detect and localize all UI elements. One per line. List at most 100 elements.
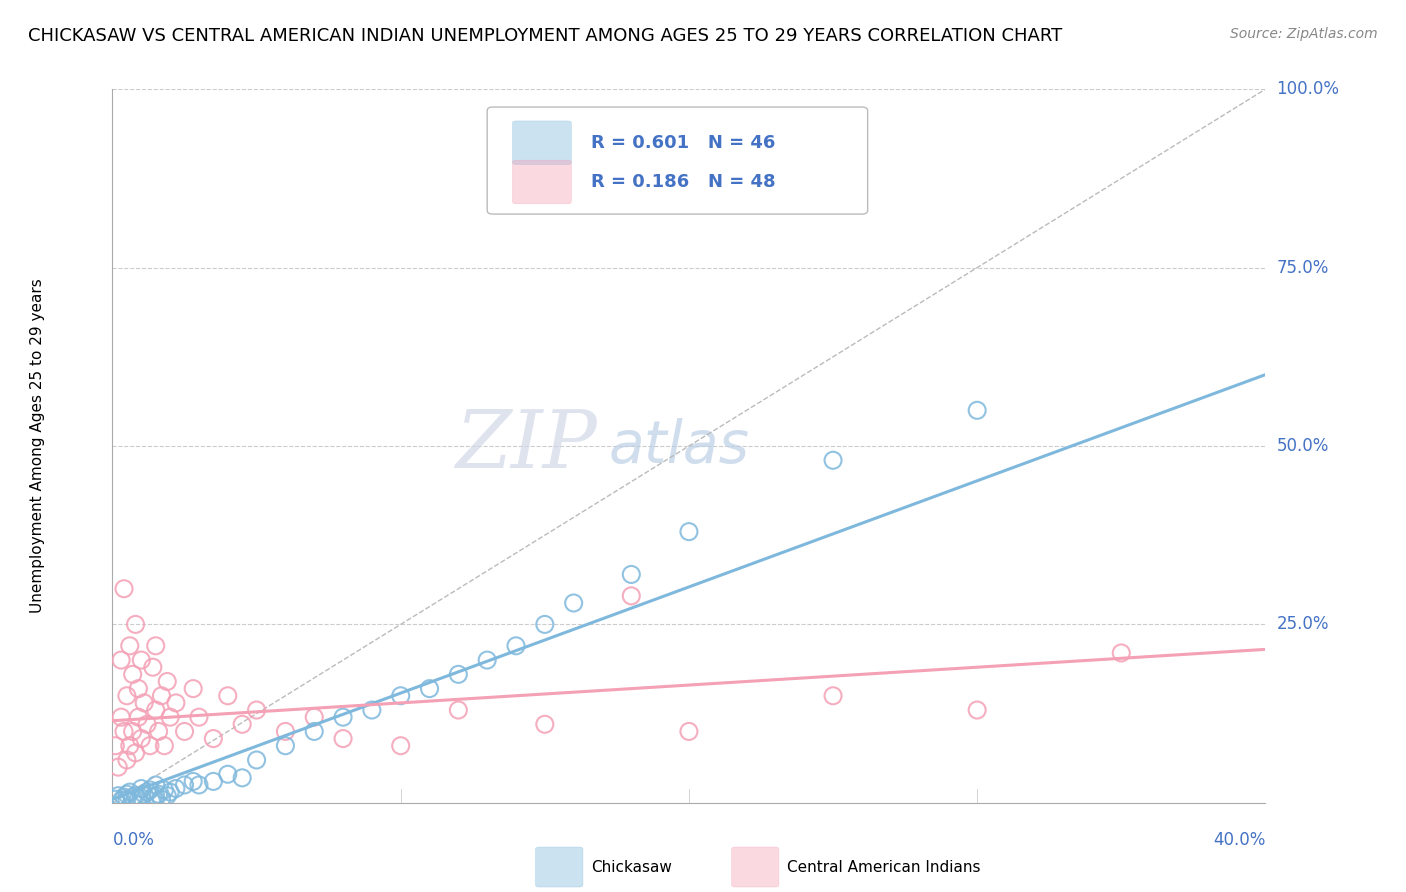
Text: R = 0.186   N = 48: R = 0.186 N = 48 <box>591 173 776 191</box>
Point <box>124 746 146 760</box>
Text: Chickasaw: Chickasaw <box>591 860 672 874</box>
Point <box>304 710 326 724</box>
Point <box>127 791 149 805</box>
Point <box>121 667 143 681</box>
Point <box>121 790 143 805</box>
Point <box>153 739 176 753</box>
Point <box>104 792 127 806</box>
Point <box>118 785 141 799</box>
Point <box>156 789 179 803</box>
Text: Unemployment Among Ages 25 to 29 years: Unemployment Among Ages 25 to 29 years <box>30 278 45 614</box>
Point <box>188 778 211 792</box>
Point <box>159 710 181 724</box>
Point <box>245 753 267 767</box>
Point <box>332 731 354 746</box>
FancyBboxPatch shape <box>536 847 583 887</box>
Point <box>127 681 149 696</box>
Point <box>332 710 354 724</box>
Point <box>159 785 181 799</box>
Point <box>360 703 382 717</box>
Point <box>129 731 153 746</box>
Text: 40.0%: 40.0% <box>1213 831 1265 849</box>
Point <box>188 710 211 724</box>
Point <box>112 724 135 739</box>
Point <box>620 567 643 582</box>
Point <box>150 689 173 703</box>
Point <box>148 787 170 801</box>
Text: Source: ZipAtlas.com: Source: ZipAtlas.com <box>1230 27 1378 41</box>
Point <box>124 789 146 803</box>
Point <box>966 703 988 717</box>
Point <box>821 453 844 467</box>
Point <box>145 789 167 803</box>
Point <box>156 674 179 689</box>
Point <box>620 589 643 603</box>
Point <box>533 717 555 731</box>
Point <box>115 689 138 703</box>
Point <box>150 792 173 806</box>
Point <box>145 703 167 717</box>
Text: 0.0%: 0.0% <box>112 831 155 849</box>
Point <box>107 789 129 803</box>
Point <box>104 739 127 753</box>
Point <box>145 639 167 653</box>
Point <box>129 653 153 667</box>
Point <box>821 689 844 703</box>
Point <box>115 792 138 806</box>
FancyBboxPatch shape <box>513 121 571 164</box>
Point <box>231 771 253 785</box>
Point <box>419 681 441 696</box>
Point <box>231 717 253 731</box>
Text: R = 0.601   N = 46: R = 0.601 N = 46 <box>591 134 775 152</box>
Point <box>136 717 159 731</box>
Point <box>115 787 138 801</box>
Point <box>134 696 156 710</box>
Point <box>129 790 153 805</box>
Point <box>562 596 585 610</box>
Text: 100.0%: 100.0% <box>1277 80 1340 98</box>
Point <box>678 724 700 739</box>
Text: Central American Indians: Central American Indians <box>787 860 980 874</box>
Point <box>217 689 239 703</box>
Point <box>274 739 297 753</box>
FancyBboxPatch shape <box>731 847 779 887</box>
Point <box>112 582 135 596</box>
Point <box>447 703 470 717</box>
Point <box>202 774 225 789</box>
Point <box>110 653 132 667</box>
Point <box>115 753 138 767</box>
Text: 75.0%: 75.0% <box>1277 259 1329 277</box>
Point <box>505 639 527 653</box>
Point <box>118 739 141 753</box>
Text: ZIP: ZIP <box>456 408 596 484</box>
Point <box>124 617 146 632</box>
FancyBboxPatch shape <box>486 107 868 214</box>
Point <box>127 710 149 724</box>
Point <box>173 724 195 739</box>
Point <box>136 785 159 799</box>
Point <box>475 653 498 667</box>
Point <box>447 667 470 681</box>
Point <box>202 731 225 746</box>
Point <box>389 739 412 753</box>
Point <box>129 781 153 796</box>
Point <box>112 790 135 805</box>
Point <box>274 724 297 739</box>
Point <box>181 774 204 789</box>
Point <box>217 767 239 781</box>
Point <box>134 787 156 801</box>
Point <box>142 660 165 674</box>
Point <box>142 790 165 805</box>
Point <box>121 724 143 739</box>
Point <box>165 781 187 796</box>
Point <box>153 783 176 797</box>
Point <box>145 778 167 792</box>
Point <box>304 724 326 739</box>
Point <box>678 524 700 539</box>
Point <box>1111 646 1133 660</box>
Text: CHICKASAW VS CENTRAL AMERICAN INDIAN UNEMPLOYMENT AMONG AGES 25 TO 29 YEARS CORR: CHICKASAW VS CENTRAL AMERICAN INDIAN UNE… <box>28 27 1063 45</box>
Point <box>107 760 129 774</box>
Point <box>181 681 204 696</box>
Point <box>118 639 141 653</box>
Point <box>165 696 187 710</box>
